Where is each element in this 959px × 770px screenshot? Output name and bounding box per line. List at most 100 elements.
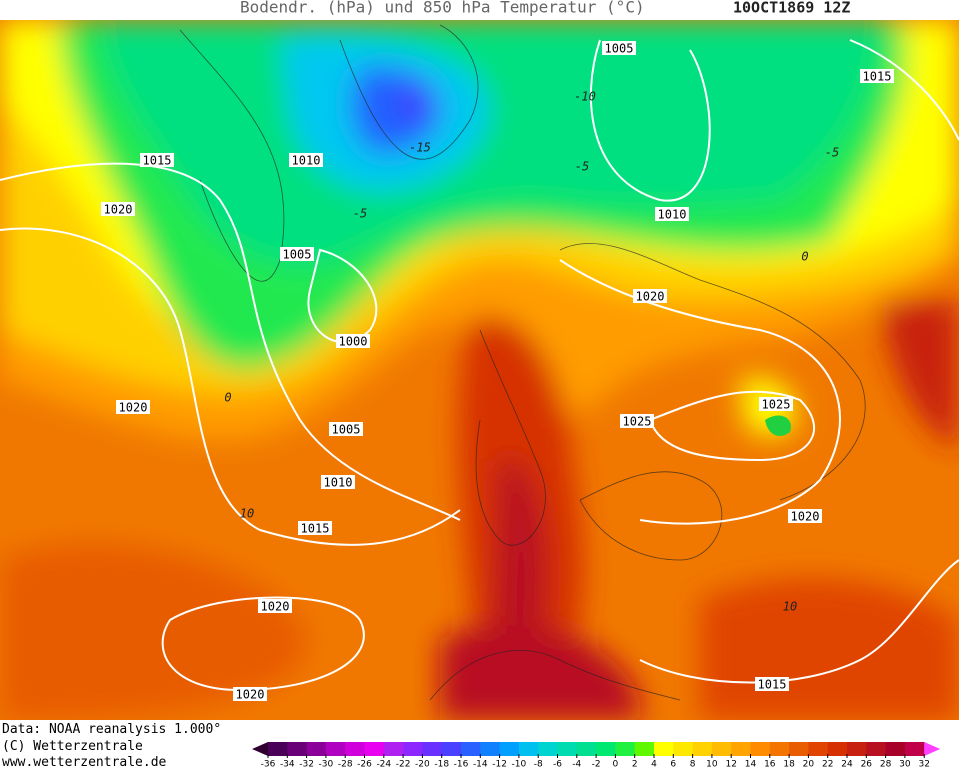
color-legend: -36 -34 -32 -30 -28 -26 -24 -22 -20 -18 -16 -14 -12-…	[252, 742, 941, 770]
legend-swatch	[847, 742, 867, 756]
isobar-label-box	[101, 202, 135, 216]
isobar-label: 1005	[605, 42, 634, 56]
isobar-label: 1020	[236, 688, 265, 702]
legend-swatch	[383, 742, 404, 756]
isobar-label: 1020	[791, 510, 820, 524]
legend-arrow-high	[924, 742, 941, 756]
legend-swatch	[904, 742, 925, 756]
isobar-label-box	[860, 69, 894, 83]
legend-swatch	[596, 742, 616, 756]
isobar-label-box	[336, 334, 370, 348]
legend-tick-label: 26	[861, 760, 873, 770]
legend-swatch	[403, 742, 423, 756]
legend-swatch	[364, 742, 385, 756]
legend-tick-label: 18	[783, 760, 795, 770]
isobar-label: 1020	[261, 600, 290, 614]
temperature-label: -15	[409, 141, 431, 155]
legend-tick-label: -16	[454, 760, 469, 770]
legend-tick-label: 20	[803, 760, 815, 770]
isobar-label: 1005	[283, 248, 312, 262]
isobar-label-box	[655, 207, 689, 221]
legend-swatch	[711, 742, 732, 756]
legend-swatch	[325, 742, 346, 756]
coastlines	[179, 24, 866, 701]
legend-tick-label: 16	[764, 760, 776, 770]
isobar-label-box	[602, 41, 636, 55]
legend-tick-label: 12	[725, 760, 736, 770]
legend-swatch	[615, 742, 636, 756]
legend-swatch	[287, 742, 308, 756]
legend-tick-label: -28	[338, 760, 353, 770]
legend-swatch	[808, 742, 829, 756]
legend-swatch	[518, 742, 539, 756]
isobar-label: 1015	[143, 154, 172, 168]
temperature-label: 10	[783, 600, 797, 614]
legend-swatch	[461, 742, 481, 756]
legend-swatch	[422, 742, 443, 756]
legend-tick-label: -34	[280, 760, 295, 770]
legend-tick-label: 24	[841, 760, 853, 770]
map-title: Bodendr. (hPa) und 850 hPa Temperatur (°…	[240, 0, 645, 17]
legend-swatch	[885, 742, 906, 756]
title-bar	[0, 0, 959, 20]
legend-tick-label: -30	[319, 760, 334, 770]
legend-tick-label: 14	[745, 760, 757, 770]
isobar-label: 1005	[332, 423, 361, 437]
isobar-label-box	[116, 400, 150, 414]
legend-swatch	[557, 742, 578, 756]
legend-tick-label: 6	[670, 760, 676, 770]
legend-tick-label: -14	[473, 760, 488, 770]
isobar-label: 1020	[636, 290, 665, 304]
legend-tick-label: -18	[434, 760, 449, 770]
legend-arrow-low	[252, 742, 268, 756]
legend-swatch	[866, 742, 887, 756]
temperature-label: 0	[801, 250, 808, 264]
legend-tick-label: -2	[592, 760, 601, 770]
isobar-label-box	[140, 153, 174, 167]
isobar-label-box	[280, 247, 314, 261]
legend-swatch	[827, 742, 848, 756]
temperature-label: -5	[353, 207, 367, 221]
green-patch	[765, 415, 791, 436]
map: Bodendr. (hPa) und 850 hPa Temperatur (°…	[0, 0, 959, 720]
temperature-label: -5	[575, 160, 589, 174]
legend-swatch	[634, 742, 655, 756]
isobar-label: 1010	[658, 208, 687, 222]
legend-tick-label: -32	[299, 760, 314, 770]
legend-swatch	[499, 742, 520, 756]
legend-tick-label: -8	[534, 760, 543, 770]
isobar-label: 1020	[119, 401, 148, 415]
legend-tick-label: 10	[706, 760, 718, 770]
legend-tick-label: -24	[376, 760, 391, 770]
isobar-label-box	[329, 422, 363, 436]
legend-swatch	[576, 742, 597, 756]
isobar-label-box	[289, 153, 323, 167]
legend-tick-label: -26	[357, 760, 372, 770]
footer-line: www.wetterzentrale.de	[2, 755, 167, 770]
isobar-label-box	[298, 521, 332, 535]
isobar-label-box	[755, 677, 789, 691]
footer-line: Data: NOAA reanalysis 1.000°	[2, 722, 222, 737]
legend-tick-label: -36	[261, 760, 276, 770]
legend-tick-label: 22	[822, 760, 833, 770]
isobar-label: 1010	[292, 154, 321, 168]
legend-tick-label: -4	[572, 760, 581, 770]
legend-tick-label: 30	[899, 760, 911, 770]
legend-swatch	[750, 742, 771, 756]
legend-swatch	[673, 742, 694, 756]
legend-swatch	[731, 742, 751, 756]
footer-line: (C) Wetterzentrale	[2, 739, 143, 754]
isobar-label-box	[321, 475, 355, 489]
legend-tick-label: -10	[512, 760, 527, 770]
isobar-label: 1025	[762, 398, 791, 412]
legend-swatch	[345, 742, 365, 756]
isobar-label: 1015	[863, 70, 892, 84]
legend-tick-label: -22	[396, 760, 411, 770]
legend-tick-label: -6	[553, 760, 562, 770]
map-date: 10OCT1869 12Z	[733, 0, 850, 17]
temperature-field	[0, 20, 959, 720]
legend-tick-label: 32	[918, 760, 929, 770]
legend-swatch	[654, 742, 674, 756]
isobar-label: 1015	[301, 522, 330, 536]
